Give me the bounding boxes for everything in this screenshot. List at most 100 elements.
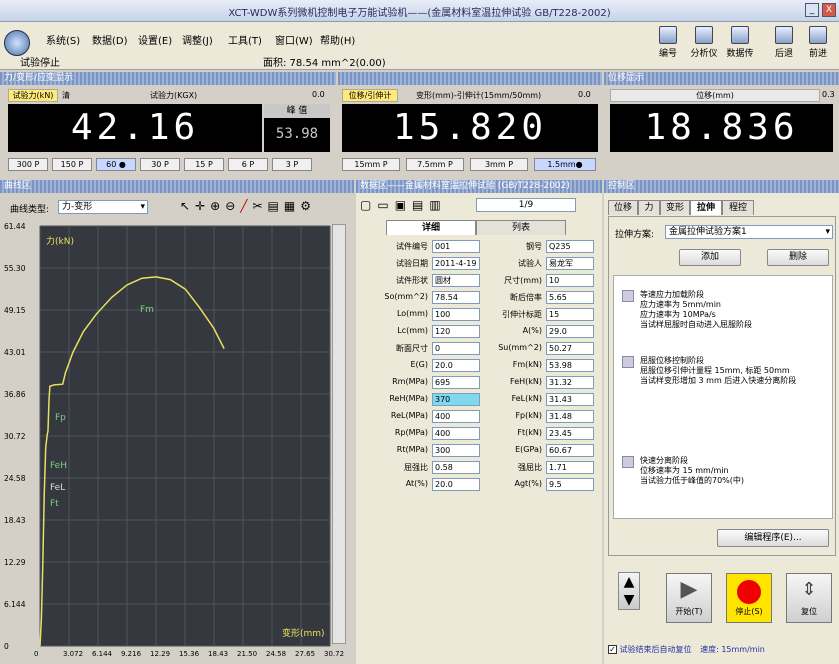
force-tab[interactable]: 试验力(kN)	[8, 89, 58, 102]
tab-position[interactable]: 位移	[608, 200, 638, 215]
data-toolbar[interactable]: ▢▭▣▤▥	[360, 198, 447, 212]
settings-icon[interactable]: ⚙	[300, 199, 316, 213]
deform-display-panel: 位移/引伸计 变形(mm)-引伸计(15mm/50mm) 0.0 15.820 …	[338, 72, 602, 176]
field-value[interactable]: 20.0	[432, 478, 480, 491]
field-value[interactable]: Q235	[546, 240, 594, 253]
step-2[interactable]: 屈服位移控制阶段 屈服位移引伸计量程 15mm, 标距 50mm 当试样变形增加 3…	[622, 356, 830, 386]
minimize-button[interactable]: _	[805, 3, 819, 17]
run-button[interactable]: ▶ 开始(T)	[666, 573, 712, 623]
range-30[interactable]: 30 P	[140, 158, 180, 171]
menu-adjust[interactable]: 调整(J)	[182, 36, 213, 47]
deform-range-1-5[interactable]: 1.5mm●	[534, 158, 596, 171]
menu-data[interactable]: 数据(D)	[92, 36, 128, 47]
edit-program-button[interactable]: 编辑程序(E)...	[717, 529, 829, 547]
jog-updown-icon[interactable]: ▲ ▼	[618, 572, 640, 610]
field-value[interactable]: 695	[432, 376, 480, 389]
toolbar-forward-button[interactable]: 前进	[800, 26, 836, 59]
range-15[interactable]: 15 P	[184, 158, 224, 171]
open-folder-icon[interactable]: ▭	[377, 198, 395, 212]
range-3[interactable]: 3 P	[272, 158, 312, 171]
curve-type-select[interactable]: 力-变形 ▾	[58, 200, 148, 214]
new-file-icon[interactable]: ▢	[360, 198, 378, 212]
position-value-display: 18.836	[610, 104, 833, 152]
menu-settings[interactable]: 设置(E)	[138, 36, 173, 47]
curve-tools[interactable]: ↖✛⊕⊖╱✂▤▦⚙	[180, 199, 316, 213]
export-icon[interactable]: ▤	[412, 198, 430, 212]
field-value[interactable]: 9.5	[546, 478, 594, 491]
field-value[interactable]: 370	[432, 393, 480, 406]
print-icon[interactable]: ▤	[267, 199, 284, 213]
grid-icon[interactable]: ▦	[283, 199, 301, 213]
field-value[interactable]: 53.98	[546, 359, 594, 372]
scissors-icon[interactable]: ✂	[252, 199, 268, 213]
step-3[interactable]: 快速分离阶段 位移速率为 15 mm/min 当试验力低于峰值的70%(中)	[622, 456, 830, 486]
field-value[interactable]: 易龙军	[546, 257, 594, 270]
field-value[interactable]: 0.58	[432, 461, 480, 474]
field-value[interactable]: 15	[546, 308, 594, 321]
range-6[interactable]: 6 P	[228, 158, 268, 171]
x-tick-label: 15.36	[179, 650, 200, 658]
zoom-out-icon[interactable]: ⊖	[225, 199, 241, 213]
curve-side-scrollbar[interactable]	[332, 224, 346, 644]
field-value[interactable]: 10	[546, 274, 594, 287]
tab-deform[interactable]: 变形	[660, 200, 690, 215]
deform-tab[interactable]: 位移/引伸计	[342, 89, 398, 102]
toolbar-analyzer-button[interactable]: 分析仪	[686, 26, 722, 59]
field-value[interactable]: 78.54	[432, 291, 480, 304]
close-button[interactable]: X	[822, 3, 836, 17]
field-value[interactable]: 2011-4-19	[432, 257, 480, 270]
field-value[interactable]: 120	[432, 325, 480, 338]
field-value[interactable]: 1.71	[546, 461, 594, 474]
page-indicator[interactable]: 1/9	[476, 198, 576, 212]
toolbar-transfer-button[interactable]: 数据传	[722, 26, 758, 59]
field-value[interactable]: 5.65	[546, 291, 594, 304]
menu-window[interactable]: 窗口(W)	[275, 36, 313, 47]
field-value[interactable]: 0	[432, 342, 480, 355]
menu-tools[interactable]: 工具(T)	[228, 36, 262, 47]
tab-force[interactable]: 力	[638, 200, 660, 215]
add-scheme-button[interactable]: 添加	[679, 249, 741, 266]
toolbar-back-button[interactable]: 后退	[766, 26, 802, 59]
field-value[interactable]: 300	[432, 444, 480, 457]
tab-program[interactable]: 程控	[722, 200, 754, 215]
field-value[interactable]: 001	[432, 240, 480, 253]
field-value[interactable]: 400	[432, 410, 480, 423]
toolbar-number-button[interactable]: 编号	[650, 26, 686, 59]
deform-range-15[interactable]: 15mm P	[342, 158, 400, 171]
field-value[interactable]: 圆材	[432, 274, 480, 287]
stop-button[interactable]: 停止(S)	[726, 573, 772, 623]
field-value[interactable]: 29.0	[546, 325, 594, 338]
menu-help[interactable]: 帮助(H)	[320, 36, 356, 47]
field-value[interactable]: 50.27	[546, 342, 594, 355]
field-value[interactable]: 20.0	[432, 359, 480, 372]
field-value[interactable]: 23.45	[546, 427, 594, 440]
reset-button[interactable]: ⇕ 复位	[786, 573, 832, 623]
field-value[interactable]: 31.43	[546, 393, 594, 406]
scheme-select[interactable]: 金属拉伸试验方案1 ▾	[665, 225, 833, 239]
save-icon[interactable]: ▣	[394, 198, 413, 212]
field-value[interactable]: 60.67	[546, 444, 594, 457]
auto-reset-checkbox[interactable]: ✓	[608, 645, 617, 654]
range-300[interactable]: 300 P	[8, 158, 48, 171]
tab-tensile[interactable]: 拉伸	[690, 200, 722, 215]
tab-detail[interactable]: 详细	[386, 220, 476, 235]
print-icon[interactable]: ▥	[429, 198, 447, 212]
step-1[interactable]: 等速应力加载阶段 应力速率为 5mm/min 应力速率为 10MPa/s 当试样屈服时…	[622, 290, 830, 330]
zoom-in-icon[interactable]: ⊕	[210, 199, 226, 213]
field-value[interactable]: 31.48	[546, 410, 594, 423]
force-clear-button[interactable]: 清	[62, 91, 70, 100]
field-value[interactable]: 400	[432, 427, 480, 440]
field-value[interactable]: 31.32	[546, 376, 594, 389]
delete-scheme-button[interactable]: 删除	[767, 249, 829, 266]
tab-list[interactable]: 列表	[476, 220, 566, 235]
deform-range-3[interactable]: 3mm P	[470, 158, 528, 171]
menu-system[interactable]: 系统(S)	[46, 36, 81, 47]
pen-icon[interactable]: ╱	[240, 199, 253, 213]
range-150[interactable]: 150 P	[52, 158, 92, 171]
deform-range-7-5[interactable]: 7.5mm P	[406, 158, 464, 171]
force-subtitle: 试验力(KGX)	[150, 91, 198, 100]
field-value[interactable]: 100	[432, 308, 480, 321]
range-60[interactable]: 60 ●	[96, 158, 136, 171]
crosshair-icon[interactable]: ✛	[195, 199, 211, 213]
pointer-icon[interactable]: ↖	[180, 199, 196, 213]
